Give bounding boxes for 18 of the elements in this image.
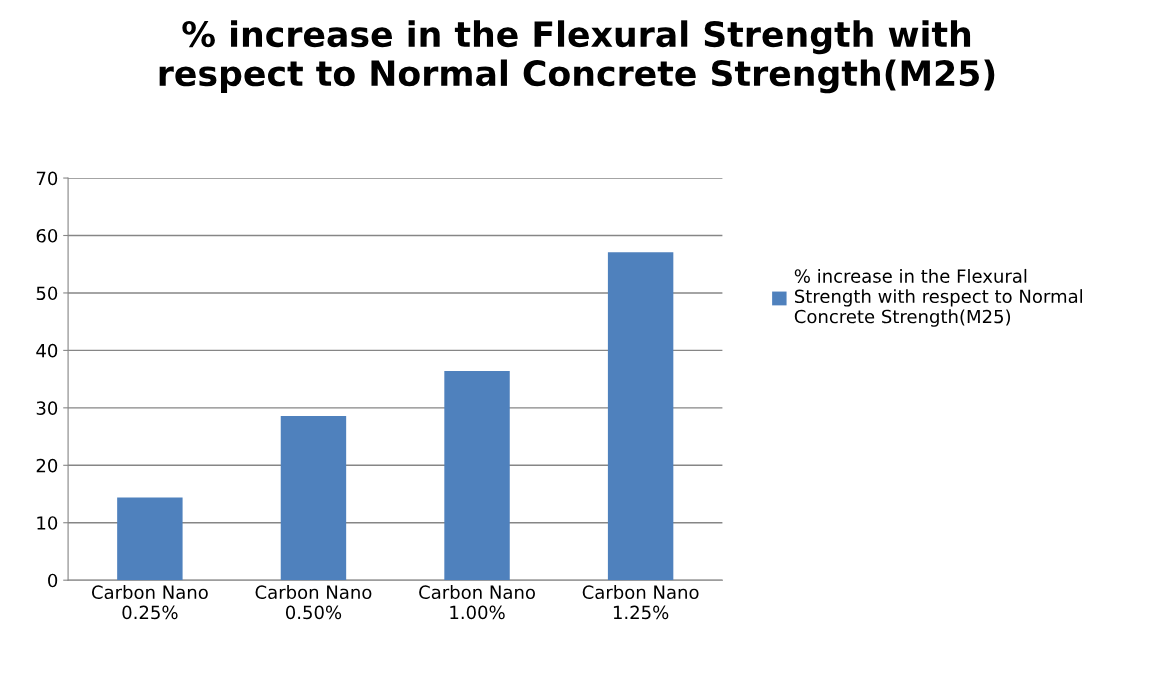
x-tick-label: Carbon Nano 1.25% (582, 585, 699, 620)
x-tick-label: Carbon Nano 0.50% (255, 585, 372, 620)
y-tick-label: 70 (36, 171, 58, 186)
bar (280, 415, 347, 581)
chart-title: % increase in the Flexural Strength with respect to Normal Concrete Strength(M25) (159, 20, 995, 94)
y-tick-label: 60 (36, 228, 58, 243)
y-tick-label: 20 (36, 458, 58, 473)
y-tick-label: 40 (36, 343, 58, 358)
bar (607, 252, 674, 581)
y-tick-label: 0 (48, 573, 58, 588)
x-tick-label: Carbon Nano 1.00% (419, 585, 535, 620)
x-tick-label: Carbon Nano 0.25% (91, 585, 208, 620)
legend-label: % increase in the Flexural Strength with respect to Normal Concrete Strength(M25) (794, 268, 1083, 327)
bar (444, 371, 510, 581)
y-tick-label: 10 (37, 516, 58, 530)
y-tick-label: 30 (36, 401, 58, 415)
y-tick-label: 50 (36, 286, 58, 301)
bar (117, 497, 183, 581)
